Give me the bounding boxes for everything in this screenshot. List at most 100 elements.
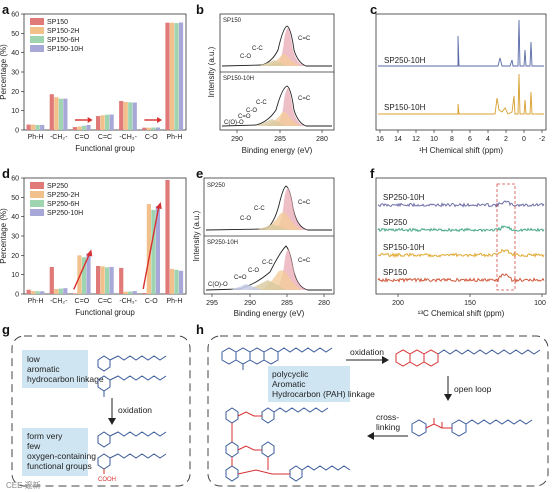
panel-a-bar <box>109 114 114 130</box>
panel-d-xtick: C-O <box>145 298 158 305</box>
panel-g-cooh: COOH <box>98 477 116 483</box>
panel-f-trace <box>377 248 545 259</box>
panel-a-legend-swatch <box>30 45 44 52</box>
panel-b-top-peak-cc-double <box>272 28 306 66</box>
panel-d-legend-label: SP250-6H <box>47 201 79 208</box>
panel-d-chart: 0 10 20 30 40 50 60 Ph-H -CH₂- C=O C=C -CH₃- C-O Ph-H… <box>0 176 187 317</box>
panel-a-ytick: 0 <box>15 128 19 135</box>
panel-a-bar <box>142 127 147 130</box>
panel-a-bar <box>155 127 161 130</box>
panel-e-bottom-peak-co <box>248 280 286 290</box>
panel-d-bar <box>86 253 91 294</box>
panel-d-ytick: 0 <box>15 292 19 299</box>
panel-d-bar <box>119 267 124 294</box>
panel-a-ytick: 60 <box>11 12 19 19</box>
panel-f-trace-label: SP250 <box>383 218 408 227</box>
panel-b-bottom-peak-label-5: C(O)-O <box>224 120 244 126</box>
panel-d-bar <box>123 291 128 294</box>
panel-b-xlabel: Binding energy (eV) <box>242 146 313 155</box>
panel-d-ytick: 50 <box>11 195 19 202</box>
panel-b-xtick-1: 290 <box>231 136 243 143</box>
panel-a-bar <box>72 127 78 130</box>
panel-h: h polycyclic Aromatic Hydrocarbon (PAH) li… <box>196 322 549 487</box>
panel-e-top-peak-co <box>256 224 288 230</box>
panel-a-xtick: C-O <box>145 134 158 141</box>
panel-g-label: g <box>2 322 10 337</box>
panel-d: d 0 10 20 30 40 50 60 Ph-H -CH₂- C=O C=C -CH₃- C-O Ph… <box>0 166 187 317</box>
panel-f: f SP250-10H SP250 SP150-10H SP150 200 150 1… <box>370 166 547 318</box>
panel-g-bottom-box-text: form very few oxygen-containing functional … <box>27 431 96 471</box>
panel-d-legend-swatch <box>30 200 44 207</box>
panel-e-bottom-title: SP250-10H <box>207 240 238 246</box>
panel-d-bar <box>151 209 156 294</box>
panel-h-oxidized-molecule <box>395 349 439 367</box>
panel-c-xtick: 10 <box>430 136 438 143</box>
panel-d-bar <box>26 289 31 294</box>
panel-d-ytick: 10 <box>11 272 19 279</box>
panel-d-bar <box>77 255 82 294</box>
panel-c-frame <box>375 13 547 131</box>
panel-d-legend-label: SP250-10H <box>47 210 83 217</box>
panel-b-top-peak-co <box>258 60 288 66</box>
panel-d-bar <box>169 268 175 294</box>
panel-a-legend-swatch <box>30 18 44 25</box>
panel-a-bar <box>151 127 156 130</box>
panel-c-xtick: -2 <box>539 136 545 143</box>
panel-d-bar <box>40 291 45 294</box>
panel-d-bar <box>49 266 54 294</box>
panel-d-xtick: C=O <box>75 298 90 305</box>
panel-g-arrow-label: oxidation <box>118 405 152 415</box>
panel-f-trace <box>377 273 545 283</box>
panel-b-bottom-peak-label-1: C=C <box>298 96 311 102</box>
panel-a-xtick: Ph-H <box>28 134 44 141</box>
panel-a-xlabel: Functional group <box>75 144 135 153</box>
panel-f-highlight-box <box>496 183 516 291</box>
panel-a-xtick: Ph-H <box>166 134 182 141</box>
watermark: CEE 邃新 <box>6 480 41 490</box>
panel-b-xtick-3: 280 <box>316 136 328 143</box>
panel-b-bottom-peak-co <box>256 119 286 126</box>
panel-c-xtick: 0 <box>522 136 526 143</box>
panel-a-bar <box>128 102 133 130</box>
panel-a-bar <box>31 124 36 130</box>
panel-c-xtick: 2 <box>504 136 508 143</box>
panel-c-xtick: 16 <box>376 136 384 143</box>
panel-b-bottom-title: SP150-10H <box>223 76 254 82</box>
panel-b-bottom-peak-cc-double <box>272 88 306 126</box>
panel-a-bar <box>35 124 40 130</box>
panel-b-bottom-peak-label-2: C-C <box>256 100 267 106</box>
panel-e-bottom-peak-label-1: C=C <box>298 258 311 264</box>
panel-a-bar <box>58 98 63 130</box>
panel-g-molecule-1 <box>97 355 167 372</box>
panel-d-bar <box>132 291 137 294</box>
panel-e-ylabel: Intensity (a.u.) <box>192 210 201 261</box>
panel-c-trace-sp250-10h <box>378 19 544 67</box>
panel-h-frame <box>207 335 549 487</box>
panel-h-step2-label: open loop <box>454 384 492 394</box>
panel-d-bar <box>35 291 40 294</box>
panel-b-bottom-peak-label-3: C-O <box>246 108 257 114</box>
panel-a-bar <box>77 126 82 130</box>
panel-d-bar <box>72 293 78 294</box>
panel-d-xtick: Ph-H <box>166 298 182 305</box>
panel-a-legend-label: SP150-2H <box>47 28 79 35</box>
panel-d-legend-label: SP250-2H <box>47 192 79 199</box>
panel-c-trace-sp150-10h <box>378 73 544 115</box>
panel-b-top-peak-label-1: C=C <box>298 36 311 42</box>
panel-d-bar <box>100 266 105 294</box>
panel-e-bottom-peak-label-2: C-C <box>262 260 273 266</box>
panel-h-pah-box <box>268 366 350 402</box>
panel-d-legend-swatch <box>30 182 44 189</box>
panel-a-bar <box>49 94 54 130</box>
panel-a-bar <box>63 98 68 130</box>
panel-d-bar <box>155 206 161 294</box>
panel-a-label: a <box>2 2 10 17</box>
panel-g-top-box-text: low aromatic hydrocarbon linkage <box>27 354 104 384</box>
panel-d-xtick: -CH₂- <box>50 298 68 305</box>
panel-a-ytick: 30 <box>11 70 19 77</box>
panel-g-frame <box>11 335 191 487</box>
panel-h-opened-molecule <box>411 419 533 437</box>
panel-a-legend-label: SP150 <box>47 19 68 26</box>
panel-d-label: d <box>2 166 10 181</box>
panel-c-xtick: 8 <box>450 136 454 143</box>
